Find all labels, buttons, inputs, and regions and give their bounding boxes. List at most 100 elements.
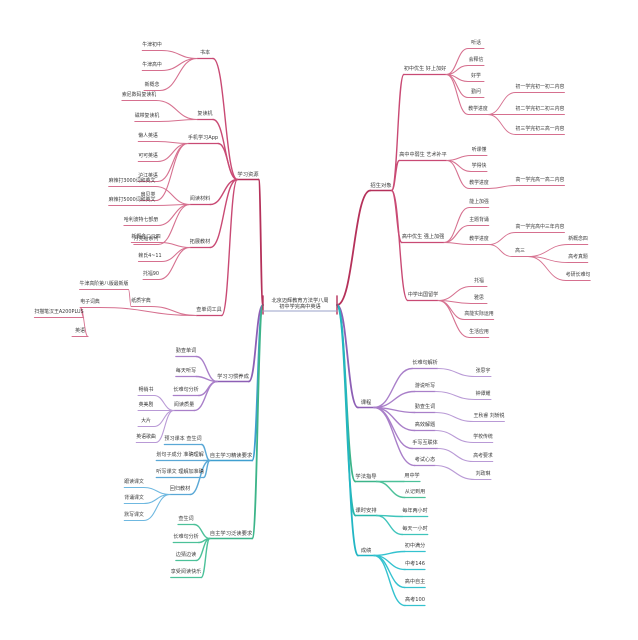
mindmap-node[interactable]: 初一学完初一初二内容 [515,84,565,91]
mindmap-node[interactable]: 张思宇 [475,368,491,375]
mindmap-node[interactable]: 沪江英语 [138,173,158,180]
mindmap-node[interactable]: 用中学 [404,473,420,480]
mindmap-node[interactable]: 学得快 [471,163,487,170]
mindmap-node[interactable]: 钟谭耀 [475,391,491,398]
mindmap-node[interactable]: 阅读质量 [173,402,195,409]
mindmap-node[interactable]: 查单词工具 [196,307,222,314]
mindmap-node[interactable]: 高三 [515,248,525,255]
mindmap-node[interactable]: 新概念 [144,82,160,89]
mindmap-node[interactable]: 月亮船系列 [133,236,159,243]
mindmap-node[interactable]: 牛津初中 [142,42,162,49]
mindmap-node[interactable]: 好学 [471,73,481,80]
mindmap-node[interactable]: 大片 [141,418,151,425]
mindmap-node[interactable]: 畅销书 [138,387,154,394]
mindmap-node[interactable]: 课时安排 [355,507,377,514]
mindmap-node[interactable]: 中考146 [405,561,425,568]
mindmap-node[interactable]: 从记到用 [404,489,426,496]
mindmap-node[interactable]: 拓展教材 [189,239,211,246]
mindmap-node[interactable]: 高能实际运用 [464,311,494,318]
mindmap-node[interactable]: 高一学完高一高二内容 [515,177,565,184]
mindmap-node[interactable]: 听写课文 理解加准确 [156,469,204,476]
mindmap-node[interactable]: 新概念四 [568,236,588,243]
mindmap-node[interactable]: 每年两小时 [402,508,428,515]
mindmap-node[interactable]: 考研长难句 [565,272,591,279]
mindmap-node[interactable]: 英语歌曲 [136,434,156,441]
mindmap-node[interactable]: 生活应用 [469,329,489,336]
mindmap-node[interactable]: 默写课文 [124,512,144,519]
mindmap-node[interactable]: 阅读材料 [189,196,211,203]
mindmap-node[interactable]: 高中优生 强上加强 [401,234,445,241]
mindmap-node[interactable]: 听课懂 [471,147,487,154]
mindmap-node[interactable]: 勤问 [471,89,481,96]
mindmap-node[interactable]: 电子词典 [80,299,100,306]
mindmap-node[interactable]: 跟读课文 [124,479,144,486]
mindmap-node[interactable]: 预习课本 查生词 [164,436,202,443]
mindmap-node[interactable]: 高考要求 [473,453,493,460]
mindmap-node[interactable]: 长难句分析 [173,387,199,394]
mindmap-node[interactable]: 麻辣打3000词和英文 [108,178,156,185]
mindmap-node[interactable]: 初中满分 [404,543,426,550]
mindmap-node[interactable]: 初中优生 好上加好 [403,66,447,73]
mindmap-node[interactable]: 扇贝类 [140,192,156,199]
mindmap-node[interactable]: 享受阅读快乐 [170,569,202,576]
mindmap-root-node[interactable]: 北京迈辉教育方法学八周 初中学完高中英语 [271,298,329,310]
mindmap-node[interactable]: 索尼数码复读机 [121,92,157,99]
mindmap-node[interactable]: 麻辣打5000词和英文 [108,197,156,204]
mindmap-node[interactable]: 划句子成分 准确理解 [156,452,204,459]
mindmap-node[interactable]: 雅思 [474,295,484,302]
mindmap-node[interactable]: 牛津高阶第八版最新版 [79,281,129,288]
mindmap-node[interactable]: 扫描笔汉王A200PLUS [34,309,84,316]
mindmap-node[interactable]: 每天听写 [175,368,197,375]
mindmap-node[interactable]: 听话 [471,40,481,47]
mindmap-node[interactable]: 游说听写 [414,383,436,390]
mindmap-node[interactable]: 长难句分析 [173,534,199,541]
mindmap-node[interactable]: 书本 [199,50,211,57]
mindmap-node[interactable]: 可可英语 [138,153,158,160]
mindmap-node[interactable]: 高中自主 [404,579,426,586]
mindmap-node[interactable]: 会释信 [468,57,484,64]
mindmap-node[interactable]: 高中中弱生 艺术补平 [399,152,447,159]
mindmap-node[interactable]: 教学进度 [468,106,488,113]
mindmap-node[interactable]: 中学出国留学 [407,292,439,299]
mindmap-node[interactable]: 勤查生词 [414,404,436,411]
mindmap-node[interactable]: 高考100 [405,597,425,604]
mindmap-node[interactable]: 成绩 [360,547,372,554]
mindmap-node[interactable]: 回归教材 [169,486,191,493]
mindmap-node[interactable]: 赖氏4~11 [138,253,162,260]
mindmap-node[interactable]: 主题背诵 [469,217,489,224]
mindmap-node[interactable]: 手写互联体 [412,440,438,447]
mindmap-node[interactable]: 王秋睿 刘轿锐 [473,413,505,420]
mindmap-node[interactable]: 新概念二三四 [131,234,161,241]
mindmap-node[interactable]: 边猜边读 [175,552,197,559]
mindmap-node[interactable]: 每天一小时 [402,526,428,533]
mindmap-node[interactable]: 牛津高中 [142,62,162,69]
mindmap-node[interactable]: 学习资源 [237,171,259,178]
mindmap-node[interactable]: 英美剧 [138,402,154,409]
mindmap-node[interactable]: 纸质字典 [131,298,151,305]
mindmap-node[interactable]: 刘政琳 [475,471,491,478]
mindmap-node[interactable]: 学校传统 [473,434,493,441]
mindmap-node[interactable]: 课程 [360,399,372,406]
mindmap-node[interactable]: 学法指导 [355,473,377,480]
mindmap-node[interactable]: 懒人英语 [138,133,158,140]
mindmap-node[interactable]: 高考真题 [568,254,588,261]
mindmap-node[interactable]: 初二学完初二初三内容 [515,106,565,113]
mindmap-node[interactable]: 勤查单词 [175,348,197,355]
mindmap-node[interactable]: 英语 [75,328,85,335]
mindmap-node[interactable]: 招生对象 [370,182,392,189]
mindmap-node[interactable]: 手机学习App [187,135,219,142]
mindmap-node[interactable]: 初三学完初三高一内容 [515,126,565,133]
mindmap-node[interactable]: 教学进度 [469,236,489,243]
mindmap-node[interactable]: 自主学习泛读要求 [209,530,253,537]
mindmap-node[interactable]: 托福 [474,278,484,285]
mindmap-node[interactable]: 长难句解析 [412,360,438,367]
mindmap-node[interactable]: 能上加强 [469,199,489,206]
mindmap-node[interactable]: 背诵课文 [124,495,144,502]
mindmap-node[interactable]: 高效解题 [414,422,436,429]
mindmap-node[interactable]: 教学进度 [469,180,489,187]
mindmap-node[interactable]: 托福90 [142,271,160,278]
mindmap-node[interactable]: 高一学完高中三年内容 [515,224,565,231]
mindmap-node[interactable]: 哈利波特七部册 [123,217,159,224]
mindmap-node[interactable]: 复读机 [197,111,213,118]
mindmap-node[interactable]: 查生词 [178,516,194,523]
